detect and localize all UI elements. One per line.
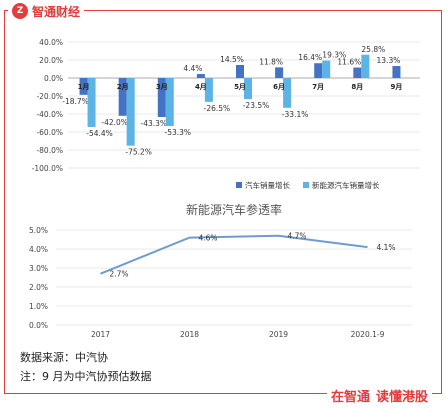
zhitong-logo-icon: Z: [12, 3, 28, 19]
brand-logo: Z 智通财经: [8, 2, 85, 20]
legend-swatch: [303, 182, 309, 188]
car-sales-bar: [314, 63, 323, 78]
car-sales-data-label: 14.5%: [220, 55, 244, 64]
penetration-data-label: 2.7%: [110, 270, 129, 279]
outer-frame: [4, 10, 442, 394]
bar-y-tick-label: -100.0%: [32, 164, 63, 173]
penetration-data-label: 4.7%: [288, 232, 307, 241]
bar-category-label: 5月: [234, 83, 246, 91]
nev-sales-bar: [283, 78, 292, 108]
line-x-tick-label: 2017: [91, 330, 110, 339]
bar-y-tick-label: -20.0%: [36, 92, 63, 101]
bar-category-label: 8月: [351, 83, 363, 91]
car-sales-bar: [118, 78, 127, 116]
bar-y-tick-label: -40.0%: [36, 110, 63, 119]
chart-notes: 数据来源：中汽协 注：9 月为中汽协预估数据: [20, 348, 152, 386]
bar-y-tick-label: -60.0%: [36, 128, 63, 137]
penetration-data-label: 4.1%: [377, 243, 396, 252]
bar-y-tick-label: 20.0%: [39, 56, 63, 65]
nev-sales-data-label: 25.8%: [361, 45, 385, 54]
nev-sales-data-label: -26.5%: [204, 104, 231, 113]
car-sales-data-label: -43.3%: [141, 119, 168, 128]
bar-category-label: 7月: [312, 83, 324, 91]
legend-label: 新能源汽车销量增长: [312, 180, 380, 190]
penetration-data-label: 4.6%: [199, 234, 218, 243]
car-sales-data-label: 13.3%: [377, 56, 401, 65]
nev-sales-bar: [87, 78, 96, 127]
line-y-tick-label: 5.0%: [29, 226, 48, 235]
bar-category-label: 9月: [391, 83, 403, 91]
car-sales-data-label: 4.4%: [183, 64, 202, 73]
nev-sales-bar: [361, 54, 370, 78]
nev-sales-data-label: -54.4%: [86, 129, 113, 138]
bar-y-tick-label: -80.0%: [36, 146, 63, 155]
footer-slogan: 在智通 读懂港股: [326, 386, 432, 405]
nev-sales-bar: [322, 60, 331, 78]
bar-category-label: 3月: [156, 83, 168, 91]
line-y-tick-label: 4.0%: [29, 245, 48, 254]
line-chart-title: 新能源汽车参透率: [186, 202, 282, 217]
nev-sales-data-label: 19.3%: [322, 51, 346, 60]
line-y-tick-label: 1.0%: [29, 302, 48, 311]
nev-penetration-line: [100, 234, 368, 275]
bar-category-label: 1月: [78, 83, 90, 91]
car-sales-bar: [157, 78, 166, 117]
car-sales-data-label: -18.7%: [62, 97, 89, 106]
car-sales-bar: [79, 78, 88, 95]
slogan-right: 读懂港股: [375, 389, 428, 405]
car-sales-bar: [353, 67, 362, 78]
legend-swatch: [236, 182, 242, 188]
nev-sales-data-label: -23.5%: [243, 101, 270, 110]
car-sales-bar: [275, 67, 284, 78]
bar-category-label: 6月: [273, 83, 285, 91]
car-sales-bar: [392, 66, 401, 78]
line-x-tick-label: 2019: [269, 330, 288, 339]
line-y-tick-label: 0.0%: [29, 321, 48, 330]
nev-sales-bar: [165, 78, 174, 126]
bar-y-tick-label: 0.0%: [44, 74, 63, 83]
bar-category-label: 4月: [195, 83, 207, 91]
nev-sales-bar: [244, 78, 252, 100]
line-x-tick-label: 2020.1-9: [351, 330, 385, 339]
nev-sales-bar: [204, 78, 213, 102]
car-sales-data-label: 11.6%: [337, 58, 361, 67]
nev-sales-bar: [126, 78, 135, 146]
legend-label: 汽车销量增长: [245, 180, 290, 190]
car-sales-data-label: 11.8%: [259, 57, 283, 66]
footnote: 注：9 月为中汽协预估数据: [20, 370, 152, 383]
car-sales-data-label: 16.4%: [298, 53, 322, 62]
nev-sales-data-label: -53.3%: [165, 128, 192, 137]
car-sales-bar: [196, 74, 205, 78]
brand-name: 智通财经: [32, 4, 81, 19]
bar-category-label: 2月: [117, 83, 129, 91]
line-x-tick-label: 2018: [180, 330, 199, 339]
data-source: 数据来源：中汽协: [20, 351, 108, 364]
bar-y-tick-label: 40.0%: [39, 38, 63, 47]
nev-sales-data-label: -75.2%: [125, 148, 152, 157]
slogan-left: 在智通: [330, 389, 370, 405]
line-y-tick-label: 2.0%: [29, 283, 48, 292]
car-sales-bar: [236, 64, 244, 78]
line-y-tick-label: 3.0%: [29, 264, 48, 273]
nev-sales-data-label: -33.1%: [282, 110, 309, 119]
car-sales-data-label: -42.0%: [101, 118, 128, 127]
